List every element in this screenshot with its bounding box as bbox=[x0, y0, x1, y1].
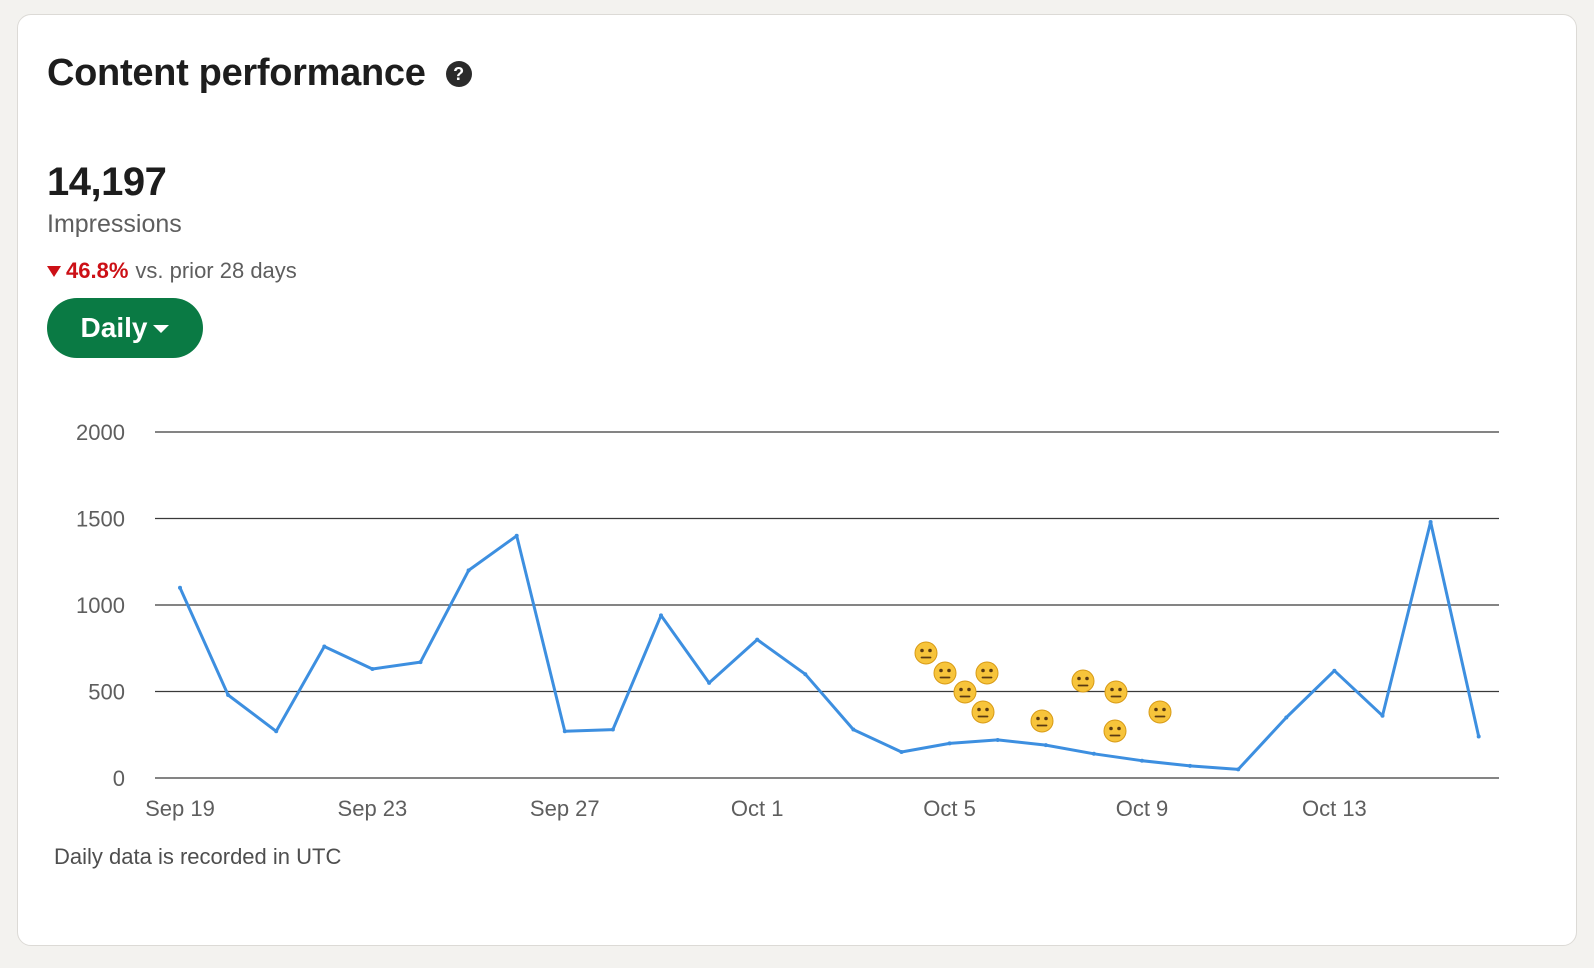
data-point bbox=[514, 533, 519, 538]
y-tick-label: 2000 bbox=[76, 420, 125, 445]
data-point bbox=[1428, 519, 1433, 524]
impressions-label: Impressions bbox=[47, 210, 182, 238]
y-tick-label: 1500 bbox=[76, 507, 125, 532]
delta-comparison: vs. prior 28 days bbox=[135, 258, 297, 283]
chart-series bbox=[178, 519, 1481, 772]
y-tick-label: 0 bbox=[113, 766, 125, 791]
data-point bbox=[418, 660, 423, 665]
x-tick-label: Sep 27 bbox=[530, 796, 600, 821]
data-point bbox=[755, 637, 760, 642]
series-line-0 bbox=[178, 520, 1481, 771]
data-point bbox=[322, 644, 327, 649]
data-point bbox=[899, 750, 904, 755]
neutral-face-icon: 😐 bbox=[975, 661, 999, 685]
data-point bbox=[1236, 767, 1241, 772]
neutral-face-icon: 😐 bbox=[1103, 719, 1127, 743]
data-point bbox=[851, 727, 856, 732]
data-point bbox=[466, 568, 471, 573]
delta-percent: 46.8% bbox=[66, 258, 129, 283]
neutral-face-icon: 😐 bbox=[914, 641, 938, 665]
delta-row: 46.8% vs. prior 28 days bbox=[47, 258, 297, 284]
caret-down-icon bbox=[153, 325, 170, 333]
data-point bbox=[610, 727, 615, 732]
data-point bbox=[274, 729, 279, 734]
neutral-face-icon: 😐 bbox=[1030, 709, 1054, 733]
neutral-face-icon: 😐 bbox=[1148, 700, 1172, 724]
neutral-face-icon: 😐 bbox=[933, 661, 957, 685]
y-tick-label: 500 bbox=[88, 680, 125, 705]
x-tick-label: Sep 23 bbox=[338, 796, 408, 821]
data-point bbox=[1043, 743, 1048, 748]
card-header: Content performance ? bbox=[47, 52, 472, 95]
x-tick-label: Oct 1 bbox=[731, 796, 784, 821]
y-axis-labels: 0 500 1000 1500 2000 bbox=[76, 420, 125, 791]
reaction-emojis: 😐😐😐😐😐😐😐😐😐😐 bbox=[914, 641, 1172, 743]
data-point bbox=[226, 692, 231, 697]
data-point bbox=[370, 667, 375, 672]
down-arrow-icon bbox=[47, 265, 61, 277]
period-dropdown-label: Daily bbox=[80, 312, 148, 343]
data-point bbox=[803, 672, 808, 677]
data-point bbox=[1332, 668, 1337, 673]
chart-footnote: Daily data is recorded in UTC bbox=[54, 844, 342, 869]
data-point bbox=[995, 737, 1000, 742]
data-point bbox=[1091, 751, 1096, 756]
x-axis-labels: Sep 19 Sep 23 Sep 27 Oct 1 Oct 5 Oct 9 Oct 13 bbox=[145, 796, 1367, 821]
data-point bbox=[1284, 715, 1289, 720]
data-point bbox=[178, 585, 182, 590]
help-icon[interactable]: ? bbox=[445, 60, 472, 87]
data-point bbox=[947, 741, 952, 746]
page-title: Content performance bbox=[47, 52, 426, 94]
impressions-value: 14,197 bbox=[47, 160, 167, 204]
period-dropdown-button[interactable]: Daily bbox=[47, 298, 203, 358]
x-tick-label: Sep 19 bbox=[145, 796, 215, 821]
neutral-face-icon: 😐 bbox=[953, 680, 977, 704]
chart-grid bbox=[155, 431, 1499, 779]
data-point bbox=[1380, 713, 1385, 718]
data-point bbox=[562, 729, 567, 734]
neutral-face-icon: 😐 bbox=[971, 700, 995, 724]
data-point bbox=[1188, 763, 1193, 768]
data-point bbox=[707, 680, 712, 685]
neutral-face-icon: 😐 bbox=[1104, 680, 1128, 704]
neutral-face-icon: 😐 bbox=[1071, 669, 1095, 693]
x-tick-label: Oct 5 bbox=[923, 796, 976, 821]
x-tick-label: Oct 13 bbox=[1302, 796, 1367, 821]
y-tick-label: 1000 bbox=[76, 593, 125, 618]
x-tick-label: Oct 9 bbox=[1116, 796, 1169, 821]
data-point bbox=[1140, 758, 1144, 763]
data-point bbox=[659, 613, 663, 618]
data-point bbox=[1476, 734, 1481, 739]
content-performance-card bbox=[17, 14, 1577, 946]
